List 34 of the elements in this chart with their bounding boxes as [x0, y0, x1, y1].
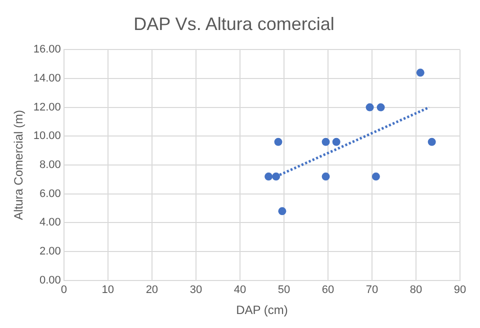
point: [376, 103, 385, 112]
point: [278, 207, 286, 216]
x-tick-label: 0: [60, 284, 67, 296]
point: [272, 172, 280, 181]
x-tick-label: 80: [410, 284, 422, 296]
point: [322, 172, 330, 181]
point: [366, 103, 374, 112]
x-tick-label: 70: [366, 284, 378, 296]
x-tick-label: 30: [190, 284, 202, 296]
x-tick-label: 50: [278, 284, 290, 296]
point: [274, 138, 282, 146]
point: [416, 68, 424, 77]
y-tick-label: 4.00: [40, 216, 61, 229]
x-tick-label: 20: [146, 284, 158, 296]
point: [322, 138, 330, 146]
y-tick-label: 16.00: [33, 44, 61, 56]
y-axis-title: Altura Comercial (m): [12, 110, 26, 220]
point: [428, 138, 436, 146]
y-tick-label: 6.00: [40, 188, 61, 200]
x-tick-label: 40: [234, 284, 246, 296]
y-tick-label: 14.00: [33, 72, 61, 84]
chart-title: DAP Vs. Altura comercial: [134, 14, 334, 34]
x-tick-label: 10: [102, 284, 114, 296]
point: [264, 172, 273, 181]
y-tick-label: 0.00: [40, 274, 61, 286]
y-tick-label: 12.00: [33, 101, 61, 114]
point: [372, 172, 380, 181]
y-tick-label: 2.00: [40, 246, 61, 258]
point: [332, 138, 340, 146]
x-tick-label: 60: [322, 284, 334, 296]
x-axis-title: DAP (cm): [236, 303, 288, 318]
y-tick-label: 8.00: [40, 159, 61, 172]
y-tick-label: 10.00: [33, 130, 61, 142]
x-tick-label: 90: [454, 284, 466, 296]
